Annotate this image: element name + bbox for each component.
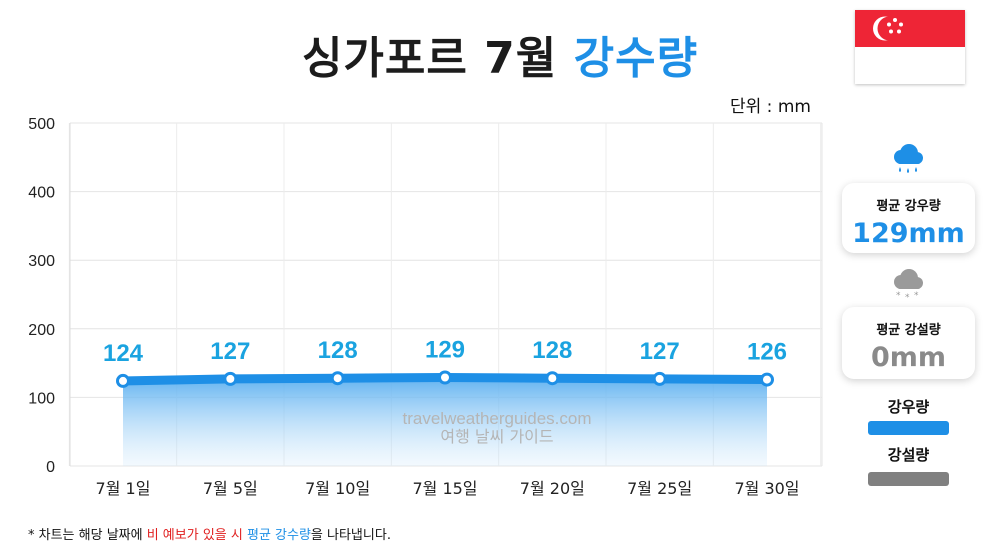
title-main: 싱가포르 7월 [301,33,558,84]
y-tick-label: 100 [28,390,55,407]
svg-text:*: * [896,291,901,301]
rain-cloud-icon [894,144,923,173]
data-label: 128 [318,337,358,364]
avg-snowfall-value: 0mm [870,342,947,373]
data-label: 129 [425,337,465,364]
data-labels: 124 127 128 129 128 127 126 [103,337,787,367]
legend-snow-swatch [868,472,949,486]
title-highlight: 강수량 [573,33,699,84]
svg-text:*: * [914,291,919,301]
x-tick-label: 7월 20일 [520,479,585,498]
data-point [545,371,560,386]
avg-snowfall-label: 평균 강설량 [876,323,941,338]
x-tick-label: 7월 10일 [305,479,370,498]
data-label: 124 [103,340,144,367]
watermark-url: travelweatherguides.com [403,409,592,428]
singapore-flag-icon [855,10,965,84]
legend-rain-label: 강우량 [887,398,930,416]
y-tick-label: 300 [28,253,55,270]
data-point [652,371,667,386]
x-axis-ticks: 7월 1일 7월 5일 7월 10일 7월 15일 7월 20일 7월 25일 7월 30일 [96,479,800,498]
footnote-text-5: 을 나타냅니다. [310,528,391,543]
unit-label: 단위 : mm [730,97,811,117]
x-tick-label: 7월 30일 [734,479,799,498]
data-point [438,370,452,385]
snow-cloud-icon: * * * [894,269,923,302]
data-point [760,372,774,387]
data-point [116,373,130,388]
y-axis-ticks: 0 100 200 300 400 500 [28,116,55,476]
x-tick-label: 7월 15일 [412,479,477,498]
y-tick-label: 0 [46,459,55,476]
x-tick-label: 7월 5일 [203,479,258,498]
x-tick-label: 7월 1일 [96,479,151,498]
y-tick-label: 200 [28,322,55,339]
data-label: 128 [532,337,572,364]
chart-title: 싱가포르 7월 강수량 [0,22,1000,86]
legend-rain-swatch [868,421,949,435]
data-point [223,371,238,386]
footnote-text-1: * 차트는 해당 날짜에 [28,528,147,543]
y-tick-label: 400 [28,185,55,202]
data-points [116,370,774,388]
x-tick-label: 7월 25일 [627,479,692,498]
avg-rainfall-card: 평균 강우량 129mm [842,183,975,253]
data-label: 127 [640,338,680,365]
data-label: 127 [210,338,250,365]
watermark-korean: 여행 날씨 가이드 [440,427,553,446]
rainfall-area [123,377,767,466]
footnote: * 차트는 해당 날짜에 비 예보가 있을 시 평균 강수량을 나타냅니다. [28,524,391,543]
footnote-text-4: 평균 강수량 [246,528,311,543]
avg-rainfall-label: 평균 강우량 [876,199,941,214]
legend-snow-label: 강설량 [887,446,930,464]
avg-rainfall-value: 129mm [852,218,965,249]
data-label: 126 [747,339,787,366]
avg-snowfall-card: 평균 강설량 0mm [842,307,975,379]
footnote-text-2: 비 예보가 있을 시 [146,528,243,543]
data-point [330,371,345,386]
y-tick-label: 500 [28,116,55,133]
svg-text:*: * [905,293,910,302]
